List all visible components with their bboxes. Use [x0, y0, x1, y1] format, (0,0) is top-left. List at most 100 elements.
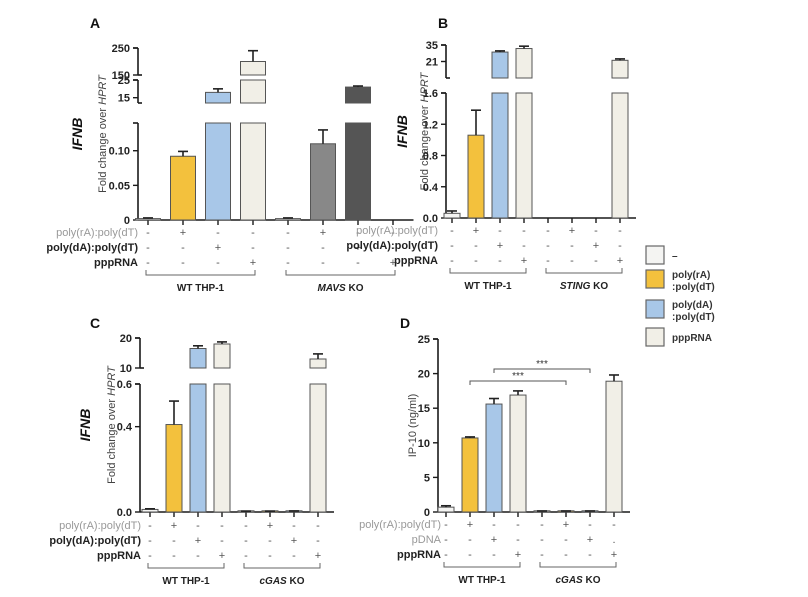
condition-sign: -	[251, 227, 255, 239]
condition-label: poly(rA):poly(dT)	[56, 227, 138, 239]
bar	[205, 91, 231, 104]
condition-sign: -	[564, 549, 568, 561]
panel-letter: D	[400, 315, 410, 331]
group-label-gene: MAVS	[318, 283, 346, 294]
bar	[437, 506, 455, 513]
legend: –poly(rA):poly(dT)poly(dA):poly(dT)pppRN…	[645, 245, 715, 347]
condition-sign: -	[516, 519, 520, 531]
condition-sign: -	[321, 242, 325, 254]
condition-label: poly(dA):poly(dT)	[346, 240, 438, 252]
condition-sign: -	[498, 225, 502, 237]
bar	[240, 61, 266, 76]
condition-sign: -	[540, 534, 544, 546]
y-axis-label: Fold change over HPRT	[419, 71, 431, 190]
y-tick-label: 0.0	[423, 213, 438, 225]
y-tick-label: 0.6	[117, 379, 132, 391]
condition-sign: -	[244, 550, 248, 562]
legend-swatch	[645, 269, 665, 289]
bar	[443, 212, 461, 219]
condition-sign: -	[588, 549, 592, 561]
condition-sign: -	[321, 257, 325, 269]
significance-label: ***	[536, 359, 548, 370]
significance-bracket	[469, 380, 567, 385]
group-label-gene: cGAS	[555, 575, 583, 586]
condition-sign: -	[268, 535, 272, 547]
condition-sign: -	[492, 519, 496, 531]
condition-sign: +	[617, 255, 623, 267]
condition-sign: -	[148, 520, 152, 532]
bar	[189, 348, 207, 369]
bar	[165, 424, 183, 513]
condition-sign: -	[181, 242, 185, 254]
condition-sign: +	[473, 225, 479, 237]
condition-sign: -	[540, 519, 544, 531]
condition-sign: -	[196, 550, 200, 562]
bar	[605, 380, 623, 513]
condition-sign: -	[498, 255, 502, 267]
condition-sign: +	[611, 549, 617, 561]
condition-sign: +	[390, 257, 396, 269]
legend-swatch	[645, 245, 665, 265]
y-tick-label: 10	[120, 363, 132, 375]
y-tick-label: 20	[120, 333, 132, 345]
condition-sign: +	[521, 255, 527, 267]
condition-sign: -	[594, 225, 598, 237]
legend-label: poly(dA)	[672, 300, 713, 311]
group-bracket	[539, 562, 617, 568]
condition-sign: -	[196, 520, 200, 532]
condition-sign: -	[146, 257, 150, 269]
condition-sign: +	[515, 549, 521, 561]
condition-sign: .	[612, 534, 615, 546]
group-bracket	[243, 563, 321, 569]
panel-letter: A	[90, 15, 100, 31]
bar	[141, 508, 159, 513]
condition-sign: -	[220, 520, 224, 532]
condition-sign: -	[286, 242, 290, 254]
condition-label: pDNA	[412, 534, 442, 546]
bar	[189, 383, 207, 513]
panel-B: B Fold change over HPRT IFNB 0.0 0.4 0.8 1.2 1.…	[346, 15, 636, 292]
condition-sign: -	[444, 549, 448, 561]
legend-swatch	[645, 327, 665, 347]
condition-sign: -	[148, 550, 152, 562]
condition-sign: -	[316, 520, 320, 532]
condition-sign: -	[564, 534, 568, 546]
condition-sign: -	[450, 225, 454, 237]
condition-sign: -	[570, 240, 574, 252]
condition-sign: -	[516, 534, 520, 546]
y-tick-label: 0	[424, 507, 430, 519]
condition-sign: +	[180, 227, 186, 239]
y-axis-label-text: Fold change over	[106, 396, 118, 484]
group-bracket	[449, 268, 527, 274]
condition-sign: -	[391, 227, 395, 239]
y-tick-label: 15	[418, 403, 430, 415]
condition-sign: -	[540, 549, 544, 561]
condition-sign: +	[267, 520, 273, 532]
condition-sign: -	[268, 550, 272, 562]
y-tick-label: 0.10	[109, 146, 130, 158]
condition-label: pppRNA	[394, 255, 438, 267]
condition-sign: +	[587, 534, 593, 546]
group-label-gene: cGAS	[259, 576, 287, 587]
bar	[611, 59, 629, 79]
condition-sign: -	[316, 535, 320, 547]
condition-sign: -	[146, 227, 150, 239]
bar	[213, 383, 231, 513]
bar	[611, 92, 629, 219]
condition-label: poly(rA):poly(dT)	[356, 225, 438, 237]
condition-sign: -	[570, 255, 574, 267]
group-label-text: WT THP-1	[177, 283, 225, 294]
bar	[240, 122, 266, 221]
condition-sign: -	[356, 257, 360, 269]
y-tick-label: 15	[118, 93, 130, 105]
condition-sign: -	[292, 550, 296, 562]
condition-sign: +	[497, 240, 503, 252]
legend-label: –	[672, 251, 678, 262]
y-tick-label: 0	[124, 215, 130, 227]
group-label-text: KO	[583, 575, 601, 586]
group-label: WT THP-1	[162, 576, 210, 587]
condition-sign: -	[618, 240, 622, 252]
condition-sign: -	[522, 240, 526, 252]
bar	[213, 343, 231, 369]
y-tick-label: 35	[426, 40, 438, 52]
